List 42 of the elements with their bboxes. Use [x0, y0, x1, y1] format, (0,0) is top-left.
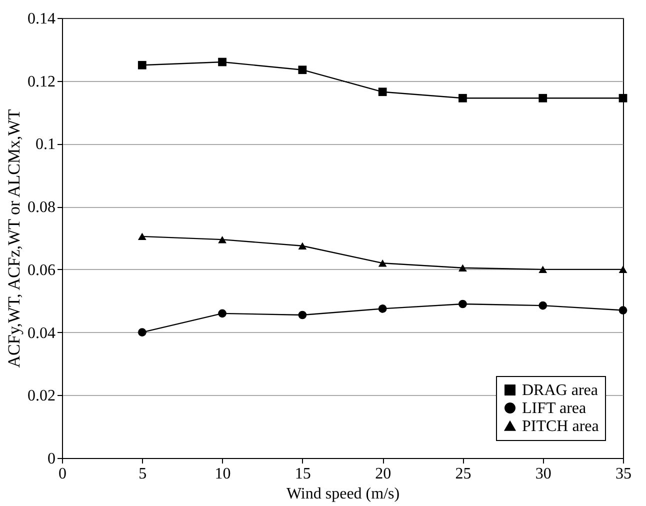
x-axis-title: Wind speed (m/s): [286, 486, 400, 502]
point: [138, 328, 146, 336]
point: [618, 306, 628, 314]
point: [378, 88, 387, 96]
y-tick-label: 0.02: [28, 388, 56, 405]
point: [218, 236, 226, 244]
x-tick-label: 0: [58, 466, 66, 482]
x-tick-label: 30: [535, 466, 552, 482]
point: [538, 266, 548, 274]
point: [378, 304, 387, 313]
y-tick-label: 0.08: [28, 199, 56, 216]
point: [538, 301, 548, 310]
point: [458, 264, 467, 272]
point: [618, 94, 628, 102]
y-tick-label: 0.12: [28, 73, 56, 90]
x-tick-label: 15: [294, 466, 311, 482]
y-tick-label: 0.04: [28, 324, 56, 342]
point: [298, 310, 307, 320]
point: [378, 260, 387, 267]
y-tick-label: 0.1: [36, 136, 56, 154]
y-axis-title: ACFy,WT, ACFz,WT or ALCMx,WT: [4, 108, 24, 368]
x-tick-label: 10: [214, 466, 231, 482]
legend-label: DRAG area: [522, 382, 598, 399]
point: [458, 94, 467, 102]
point: [298, 242, 307, 250]
point: [618, 266, 628, 274]
y-tick-label: 0: [48, 450, 56, 468]
y-tick-label: 0.14: [28, 10, 56, 28]
x-tick-label: 25: [455, 466, 472, 482]
point: [138, 60, 146, 70]
legend-label: LIFT area: [522, 400, 586, 417]
point: [138, 232, 146, 240]
x-tick-label: 35: [616, 466, 632, 482]
point: [218, 309, 226, 318]
legend-label: PITCH area: [522, 418, 599, 435]
point: [218, 58, 226, 66]
y-tick-label: 0.06: [28, 262, 56, 279]
point: [458, 300, 467, 308]
x-tick-label: 5: [138, 466, 147, 482]
point: [298, 66, 307, 74]
x-tick-label: 20: [375, 466, 392, 482]
point: [538, 94, 548, 102]
